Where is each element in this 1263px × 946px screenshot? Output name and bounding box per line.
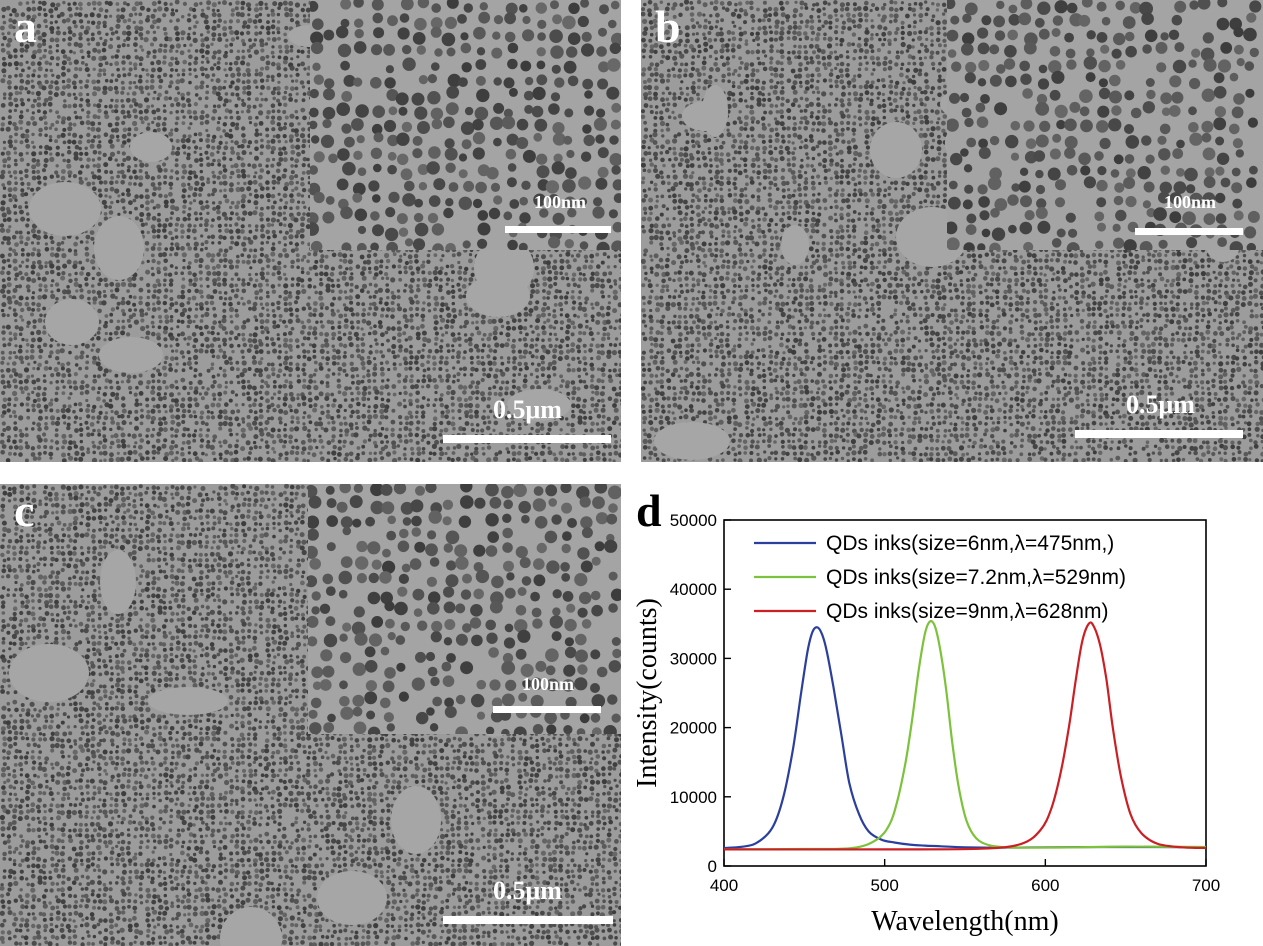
tem-inset-b: 100nm (947, 0, 1263, 250)
inset-scale-bar-b (1135, 228, 1243, 235)
x-tick-label: 500 (870, 876, 898, 895)
tem-panel-b: 100nm b 0.5μm (641, 0, 1263, 462)
x-tick-label: 600 (1031, 876, 1059, 895)
tem-inset-c: 100nm (308, 484, 621, 734)
scale-label-c: 0.5μm (445, 876, 610, 906)
plot-frame (723, 519, 1207, 867)
scale-bar-b (1075, 430, 1243, 438)
x-tick-label: 400 (710, 876, 738, 895)
panel-letter-a: a (14, 4, 37, 50)
scale-bar-a (443, 435, 611, 443)
legend-label: QDs inks(size=9nm,λ=628nm) (826, 600, 1108, 623)
tem-panel-c: 100nm c 0.5μm (0, 484, 621, 946)
series-line-blue (723, 626, 1207, 850)
tem-inset-a: 100nm (310, 0, 621, 250)
x-tick-label: 700 (1192, 876, 1220, 895)
emission-spectra-chart: 400 500 600 700 0 10000 20000 30000 40000 50000 Wa… (632, 511, 1220, 937)
series-line-green (723, 619, 1207, 851)
y-tick-label: 10000 (670, 788, 717, 807)
inset-scale-bar-a (505, 226, 611, 233)
series-line-red (723, 621, 1207, 851)
y-tick-label: 20000 (670, 719, 717, 738)
panel-letter-c: c (14, 488, 34, 534)
tem-panel-a: 100nm a 0.5μm (0, 0, 621, 462)
y-tick-label: 40000 (670, 580, 717, 599)
tem-inset-texture-a (310, 0, 621, 250)
legend-label: QDs inks(size=7.2nm,λ=529nm) (826, 566, 1126, 589)
x-axis-title: Wavelength(nm) (871, 906, 1058, 937)
tem-inset-texture-b (947, 0, 1263, 250)
y-tick-label: 0 (708, 857, 717, 876)
scale-label-b: 0.5μm (1078, 390, 1243, 420)
inset-scale-label-b: 100nm (1135, 192, 1245, 213)
inset-scale-label-c: 100nm (493, 674, 603, 695)
inset-scale-bar-c (493, 706, 601, 713)
panel-letter-b: b (655, 4, 681, 50)
legend-label: QDs inks(size=6nm,λ=475nm,) (826, 532, 1114, 555)
panel-letter-d: d (636, 488, 662, 534)
tem-inset-texture-c (308, 484, 621, 734)
y-axis-title: Intensity(counts) (632, 598, 663, 788)
inset-scale-label-a: 100nm (505, 192, 615, 213)
y-tick-label: 50000 (670, 511, 717, 530)
y-tick-label: 30000 (670, 649, 717, 668)
scale-bar-c (443, 916, 613, 924)
scale-label-a: 0.5μm (445, 395, 610, 425)
